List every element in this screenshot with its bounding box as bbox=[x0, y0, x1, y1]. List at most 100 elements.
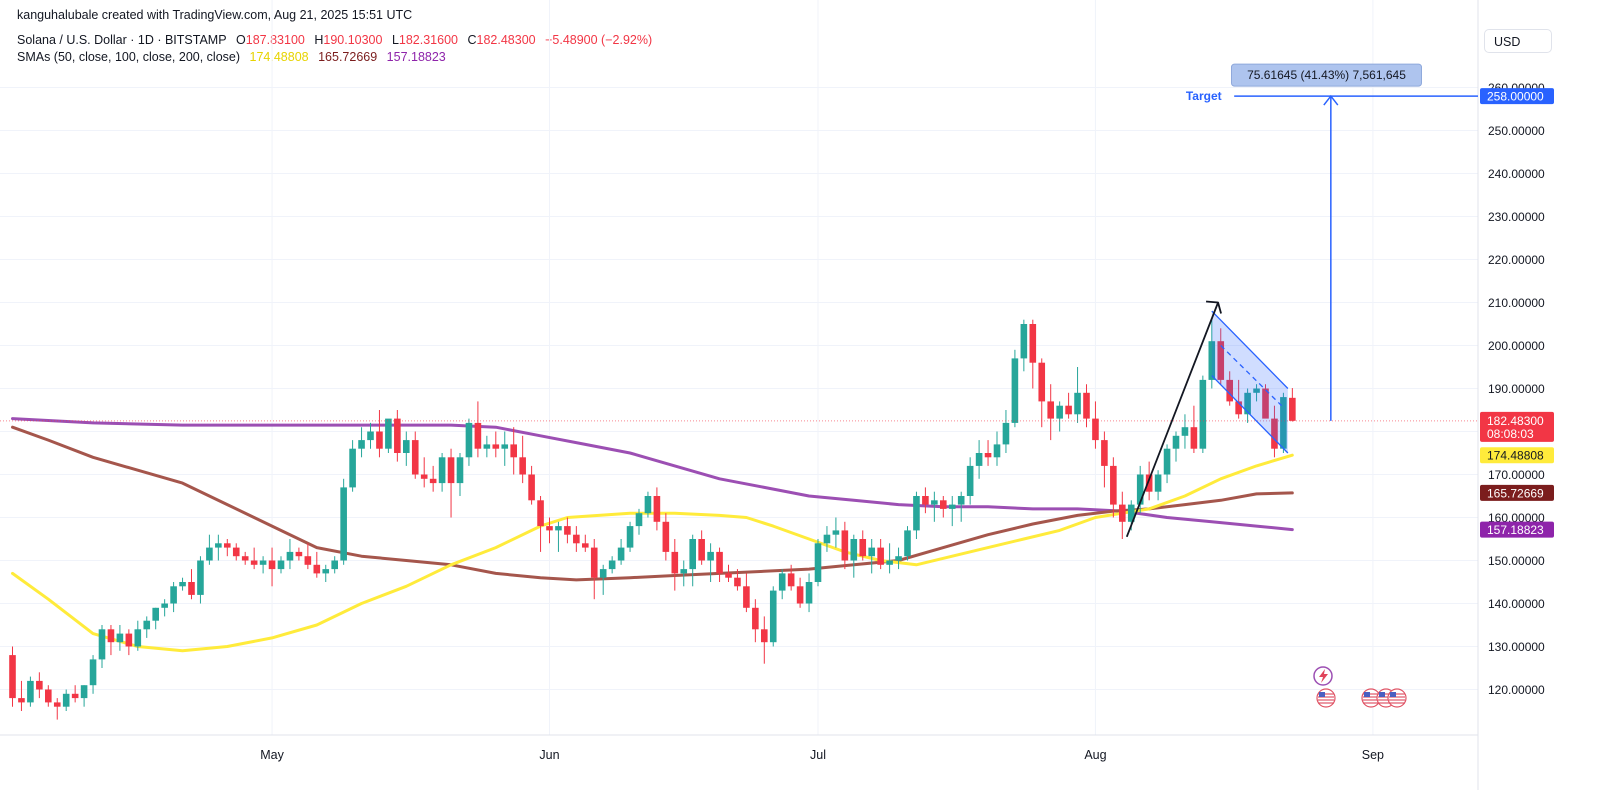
candle-body bbox=[761, 629, 768, 643]
candle bbox=[1065, 392, 1072, 419]
sma-legend[interactable]: SMAs (50, close, 100, close, 200, close)… bbox=[17, 50, 446, 64]
candle-body bbox=[1181, 427, 1189, 436]
time-axis[interactable]: May Jun Jul Aug Sep bbox=[260, 748, 1384, 762]
candle bbox=[304, 543, 312, 570]
sma200-value: 157.18823 bbox=[386, 50, 446, 64]
candle-body bbox=[134, 629, 142, 647]
sma100-price-tag bbox=[1480, 484, 1554, 501]
candle bbox=[582, 534, 589, 552]
candle bbox=[1101, 431, 1108, 488]
measure-box bbox=[1230, 63, 1422, 87]
candle-body bbox=[1145, 474, 1153, 492]
us-flag-icon[interactable] bbox=[1361, 688, 1381, 708]
candle-body bbox=[725, 573, 732, 578]
candle bbox=[80, 685, 88, 707]
candle-body bbox=[787, 573, 795, 587]
candle bbox=[403, 431, 410, 466]
candle-body bbox=[608, 560, 616, 570]
candle-body bbox=[1074, 392, 1081, 415]
currency-button[interactable]: USD bbox=[1484, 29, 1552, 53]
candle-body bbox=[841, 530, 849, 561]
candle-body bbox=[922, 496, 929, 505]
candle bbox=[134, 620, 142, 651]
candle bbox=[1235, 379, 1242, 419]
candle bbox=[376, 410, 383, 458]
candle-body bbox=[957, 496, 965, 505]
candle-body bbox=[904, 530, 911, 557]
candle-body bbox=[438, 457, 446, 484]
candle-body bbox=[805, 582, 813, 604]
candle-body bbox=[80, 685, 88, 699]
candle bbox=[555, 521, 562, 552]
candle-body bbox=[519, 457, 526, 475]
open-value: 187.83100 bbox=[245, 33, 305, 47]
candle bbox=[671, 539, 679, 591]
candle-body bbox=[62, 693, 70, 707]
candle bbox=[1110, 457, 1117, 518]
candle-body bbox=[1110, 465, 1117, 505]
sma200-price-tag-text: 157.18823 bbox=[1487, 523, 1544, 537]
candle bbox=[241, 551, 249, 565]
candle-body bbox=[796, 586, 804, 604]
candle bbox=[940, 496, 947, 518]
candle bbox=[1020, 319, 1028, 372]
close-label: C bbox=[467, 33, 477, 47]
high-label: H bbox=[314, 33, 324, 47]
change-value: −5.48900 (−2.92%) bbox=[545, 33, 653, 47]
candle bbox=[429, 465, 437, 492]
candle bbox=[385, 418, 392, 453]
candle bbox=[322, 564, 330, 582]
candle-body bbox=[510, 444, 517, 458]
candle-body bbox=[1280, 397, 1287, 449]
candle bbox=[18, 680, 25, 711]
candle-body bbox=[984, 453, 992, 458]
candle bbox=[1199, 375, 1207, 453]
candle-body bbox=[662, 521, 670, 552]
symbol-legend[interactable]: Solana / U.S. Dollar · 1D · BITSTAMP O18… bbox=[17, 33, 652, 47]
us-flag-icon[interactable] bbox=[1387, 688, 1407, 708]
candle bbox=[546, 517, 553, 544]
close-value: 182.48300 bbox=[476, 33, 536, 47]
event-markers[interactable] bbox=[1313, 666, 1407, 708]
candle-body bbox=[474, 422, 482, 449]
lightning-event-icon[interactable] bbox=[1313, 666, 1333, 686]
candle bbox=[232, 543, 240, 561]
time-tick-label: Jul bbox=[810, 748, 826, 762]
candle-body bbox=[868, 547, 875, 557]
candle-body bbox=[966, 465, 974, 496]
candle bbox=[98, 625, 106, 668]
candle bbox=[1262, 384, 1269, 419]
candle-body bbox=[376, 431, 383, 449]
candle bbox=[349, 440, 356, 492]
candle bbox=[626, 521, 634, 552]
candle bbox=[367, 422, 374, 449]
candle-body bbox=[447, 457, 455, 484]
candle-body bbox=[940, 500, 947, 509]
high-value: 190.10300 bbox=[323, 33, 383, 47]
candle-body bbox=[886, 560, 893, 565]
candle bbox=[1253, 384, 1260, 402]
candle bbox=[931, 491, 938, 522]
candle bbox=[143, 616, 151, 638]
candle-body bbox=[582, 543, 589, 548]
us-flag-icon[interactable] bbox=[1316, 688, 1336, 708]
candle bbox=[653, 487, 661, 531]
sma50-value: 174.48808 bbox=[249, 50, 309, 64]
candle bbox=[904, 526, 911, 561]
candle bbox=[743, 573, 750, 613]
price-axis[interactable]: 120.00000 130.00000 140.00000 150.00000 160.… bbox=[1488, 81, 1545, 697]
candle bbox=[215, 534, 222, 561]
candle bbox=[125, 629, 133, 656]
price-tick-label: 210.00000 bbox=[1488, 296, 1545, 310]
candle bbox=[1092, 401, 1099, 449]
candle-body bbox=[573, 534, 580, 544]
candle-body bbox=[537, 500, 544, 527]
candle-body bbox=[1002, 422, 1010, 445]
candle bbox=[1217, 328, 1225, 385]
candle-body bbox=[752, 607, 759, 630]
candle-body bbox=[197, 560, 204, 595]
price-tick-label: 200.00000 bbox=[1488, 339, 1545, 353]
candle-body bbox=[36, 680, 43, 690]
